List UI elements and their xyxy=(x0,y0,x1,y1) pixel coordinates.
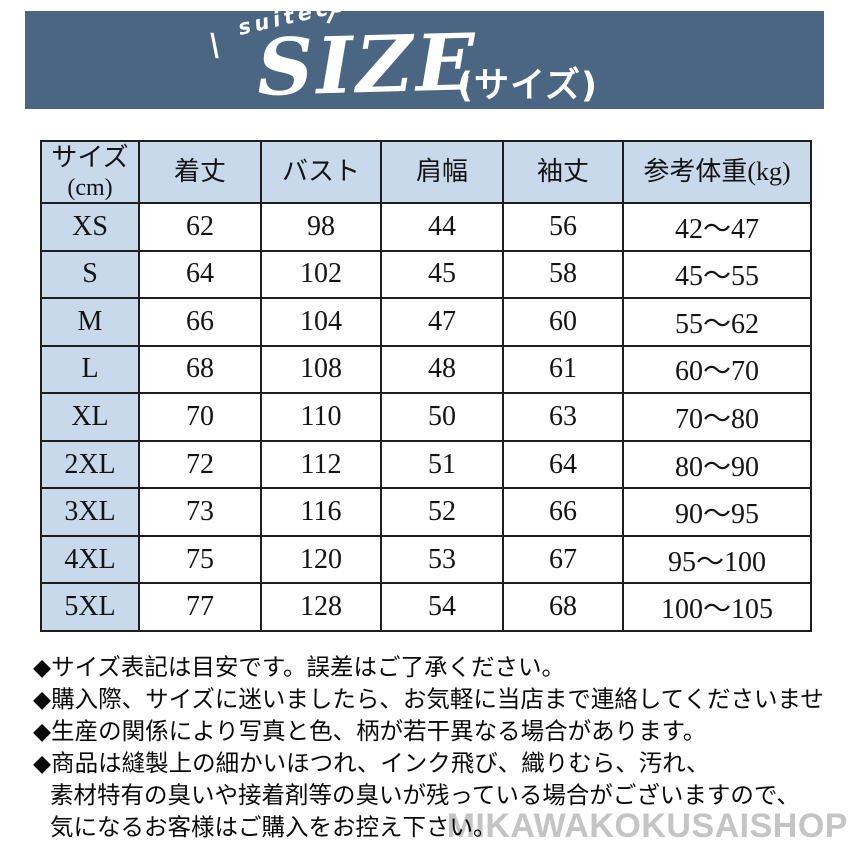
cell-bust: 116 xyxy=(260,487,382,537)
note-size-disclaimer: ◆サイズ表記は目安です。誤差はご了承ください。 xyxy=(33,654,566,680)
cell-size: 2XL xyxy=(40,439,140,490)
cell-shoulder: 44 xyxy=(380,202,504,252)
table-row-m: M 66 104 47 60 55〜62 xyxy=(40,297,812,347)
decor-backslash: \ xyxy=(207,27,222,64)
cell-size: 3XL xyxy=(40,487,140,537)
cell-bust: 102 xyxy=(260,249,382,300)
table-header-row: サイズ (cm) 着丈 バスト 肩幅 袖丈 参考体重(kg) xyxy=(40,140,812,204)
header-banner: \ suitect / SIZE (サイズ) xyxy=(25,0,824,114)
cell-length: 68 xyxy=(138,344,262,395)
cell-size: S xyxy=(40,249,140,300)
cell-bust: 104 xyxy=(260,297,382,347)
cell-bust: 128 xyxy=(260,582,382,632)
cell-length: 66 xyxy=(138,297,262,347)
table-row-xs: XS 62 98 44 56 42〜47 xyxy=(40,202,812,252)
cell-size: 4XL xyxy=(40,534,140,585)
note-product-condition-cont2: 気になるお客様はご購入をお控え下さい。 xyxy=(50,814,497,840)
cell-bust: 110 xyxy=(260,392,382,442)
cell-sleeve: 58 xyxy=(502,249,624,300)
table-row-4xl: 4XL 75 120 53 67 95〜100 xyxy=(40,534,812,585)
cell-shoulder: 51 xyxy=(380,439,504,490)
cell-bust: 98 xyxy=(260,202,382,252)
cell-weight: 80〜90 xyxy=(622,439,812,490)
cell-shoulder: 45 xyxy=(380,249,504,300)
note-contact: ◆購入際、サイズに迷いましたら、お気軽に当店まで連絡してくださいませ xyxy=(33,686,824,712)
cell-sleeve: 64 xyxy=(502,439,624,490)
cell-length: 77 xyxy=(138,582,262,632)
cell-sleeve: 61 xyxy=(502,344,624,395)
note-product-condition-cont1: 素材特有の臭いや接着剤等の臭いが残っている場合がございますので、 xyxy=(50,782,800,808)
cell-weight: 70〜80 xyxy=(622,392,812,442)
cell-weight: 90〜95 xyxy=(622,487,812,537)
note-product-condition: ◆商品は縫製上の細かいほつれ、インク飛び、織りむら、汚れ、 xyxy=(33,750,710,776)
cell-weight: 45〜55 xyxy=(622,249,812,300)
cell-size: 5XL xyxy=(40,582,140,632)
cell-size: XL xyxy=(40,392,140,442)
cell-weight: 100〜105 xyxy=(622,582,812,632)
note-color-variation: ◆生産の関係により写真と色、柄が若干異なる場合があります。 xyxy=(33,718,707,744)
table-row-3xl: 3XL 73 116 52 66 90〜95 xyxy=(40,487,812,537)
table-row-5xl: 5XL 77 128 54 68 100〜105 xyxy=(40,582,812,632)
col-header-weight: 参考体重(kg) xyxy=(622,140,812,204)
col-header-sleeve: 袖丈 xyxy=(502,140,624,204)
notes-section: ◆サイズ表記は目安です。誤差はご了承ください。 ◆購入際、サイズに迷いましたら、… xyxy=(33,651,849,843)
cell-bust: 120 xyxy=(260,534,382,585)
cell-weight: 42〜47 xyxy=(622,202,812,252)
cell-length: 72 xyxy=(138,439,262,490)
table-row-l: L 68 108 48 61 60〜70 xyxy=(40,344,812,395)
cell-shoulder: 47 xyxy=(380,297,504,347)
cell-bust: 112 xyxy=(260,439,382,490)
cell-length: 62 xyxy=(138,202,262,252)
cell-sleeve: 56 xyxy=(502,202,624,252)
col-header-bust: バスト xyxy=(260,140,382,204)
cell-shoulder: 52 xyxy=(380,487,504,537)
cell-shoulder: 48 xyxy=(380,344,504,395)
col-header-size-line2: (cm) xyxy=(67,174,113,201)
cell-length: 64 xyxy=(138,249,262,300)
cell-size: M xyxy=(40,297,140,347)
cell-bust: 108 xyxy=(260,344,382,395)
page-title: SIZE xyxy=(255,17,480,114)
cell-weight: 60〜70 xyxy=(622,344,812,395)
cell-weight: 55〜62 xyxy=(622,297,812,347)
page-subtitle: (サイズ) xyxy=(457,66,598,106)
cell-sleeve: 66 xyxy=(502,487,624,537)
cell-length: 70 xyxy=(138,392,262,442)
cell-size: XS xyxy=(40,202,140,252)
cell-shoulder: 53 xyxy=(380,534,504,585)
cell-length: 73 xyxy=(138,487,262,537)
cell-shoulder: 50 xyxy=(380,392,504,442)
cell-sleeve: 68 xyxy=(502,582,624,632)
table-row-xl: XL 70 110 50 63 70〜80 xyxy=(40,392,812,442)
table-row-s: S 64 102 45 58 45〜55 xyxy=(40,249,812,300)
cell-length: 75 xyxy=(138,534,262,585)
cell-weight: 95〜100 xyxy=(622,534,812,585)
size-table: サイズ (cm) 着丈 バスト 肩幅 袖丈 参考体重(kg) XS 62 98 … xyxy=(40,140,812,632)
cell-shoulder: 54 xyxy=(380,582,504,632)
cell-sleeve: 63 xyxy=(502,392,624,442)
cell-sleeve: 67 xyxy=(502,534,624,585)
cell-sleeve: 60 xyxy=(502,297,624,347)
shop-watermark: MIKAWAKOKUSAISHOP xyxy=(446,807,848,845)
col-header-length: 着丈 xyxy=(138,140,262,204)
table-row-2xl: 2XL 72 112 51 64 80〜90 xyxy=(40,439,812,490)
cell-size: L xyxy=(40,344,140,395)
col-header-size-line1: サイズ xyxy=(51,142,129,172)
col-header-shoulder: 肩幅 xyxy=(380,140,504,204)
col-header-size: サイズ (cm) xyxy=(40,140,140,204)
